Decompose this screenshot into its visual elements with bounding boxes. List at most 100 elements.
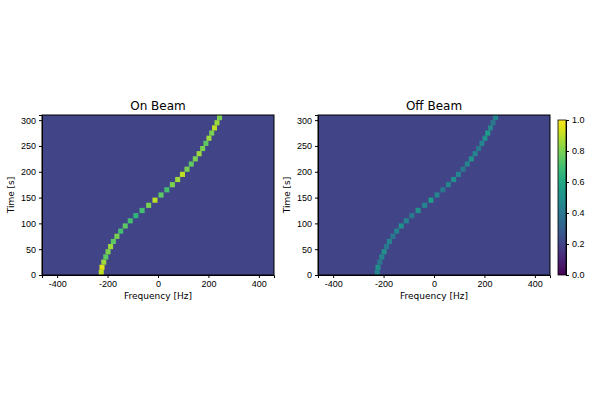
- heat-cell: [375, 270, 380, 275]
- tick: 300: [21, 116, 42, 126]
- heat-cell: [180, 172, 185, 177]
- tick-label: -200: [99, 279, 117, 289]
- heat-cell: [99, 270, 104, 275]
- tick-label: 100: [21, 219, 36, 229]
- tick-label: 150: [297, 193, 312, 203]
- heat-cell: [118, 229, 123, 234]
- heat-cell: [106, 249, 111, 254]
- heat-cell: [114, 234, 119, 239]
- heat-cell: [473, 151, 478, 156]
- tick: 0.8: [566, 146, 585, 156]
- tick-mark: [484, 275, 485, 278]
- tick: 200: [297, 167, 318, 177]
- tick-label: 200: [21, 167, 36, 177]
- tick: 150: [21, 193, 42, 203]
- heat-cell: [111, 239, 116, 244]
- heat-cell: [379, 254, 384, 259]
- tick: 50: [26, 245, 42, 255]
- heat-cell: [469, 156, 474, 161]
- heat-cell: [488, 125, 493, 130]
- colorbar: 0.00.20.40.60.81.0: [558, 115, 585, 280]
- axis-line: [315, 116, 319, 276]
- heat-cell: [399, 223, 404, 228]
- tick: 0: [432, 275, 437, 289]
- tick: 0: [156, 275, 161, 289]
- heat-cell: [428, 198, 433, 203]
- tick: 100: [21, 219, 42, 229]
- tick-mark: [39, 198, 42, 199]
- tick-label: 200: [477, 279, 492, 289]
- x-axis-title: Frequency [Hz]: [124, 291, 192, 301]
- tick-mark: [566, 244, 569, 245]
- heat-cell: [435, 192, 440, 197]
- heat-cell: [133, 213, 138, 218]
- heat-cell: [170, 182, 175, 187]
- tick-mark: [158, 275, 159, 278]
- heat-cell: [482, 136, 487, 141]
- y-axis-title: Time [s]: [282, 177, 292, 215]
- tick-mark: [566, 182, 569, 183]
- heat-cell: [490, 120, 495, 125]
- heat-cell: [128, 218, 133, 223]
- heat-cell: [203, 141, 208, 146]
- tick: 250: [21, 141, 42, 151]
- background-level: [42, 115, 274, 275]
- tick-mark: [39, 275, 42, 276]
- tick-mark: [39, 223, 42, 224]
- tick-label: 400: [252, 279, 267, 289]
- tick-label: 0: [432, 279, 437, 289]
- tick: 250: [297, 141, 318, 151]
- tick-mark: [566, 213, 569, 214]
- heat-cell: [479, 141, 484, 146]
- heat-cell: [200, 146, 205, 151]
- heat-cell: [209, 130, 214, 135]
- heat-cell: [390, 234, 395, 239]
- tick-mark: [434, 275, 435, 278]
- tick-mark: [566, 151, 569, 152]
- background-level: [318, 115, 550, 275]
- heat-cell: [456, 172, 461, 177]
- tick: 0.2: [566, 239, 585, 249]
- plot-area: [318, 115, 550, 275]
- heat-cell: [101, 260, 106, 265]
- heat-cell: [394, 229, 399, 234]
- tick: 400: [528, 275, 543, 289]
- tick-mark: [315, 146, 318, 147]
- heat-cell: [108, 244, 113, 249]
- heat-cell: [206, 136, 211, 141]
- tick: 200: [21, 167, 42, 177]
- plot-area: [42, 115, 274, 275]
- tick-label: 0.6: [572, 177, 585, 187]
- tick: 300: [297, 116, 318, 126]
- x-axis-title: Frequency [Hz]: [400, 291, 468, 301]
- tick-mark: [566, 120, 569, 121]
- y-axis: 0 50 100 150 200 250 300: [21, 116, 43, 281]
- heat-cell: [451, 177, 456, 182]
- heat-cell: [197, 151, 202, 156]
- tick: 400: [252, 275, 267, 289]
- tick-label: 250: [297, 141, 312, 151]
- tick-label: 200: [297, 167, 312, 177]
- heat-cell: [375, 265, 380, 270]
- x-axis: -400 -200 0 200 400: [319, 275, 551, 289]
- tick-mark: [108, 275, 109, 278]
- tick-mark: [39, 249, 42, 250]
- tick-label: -200: [375, 279, 393, 289]
- plot-frame: [42, 115, 274, 275]
- tick: -400: [325, 275, 343, 289]
- heat-cell: [99, 265, 104, 270]
- heat-cell: [159, 192, 164, 197]
- tick-mark: [39, 172, 42, 173]
- heat-cell: [446, 182, 451, 187]
- tick-label: 0: [307, 270, 312, 280]
- tick: 200: [477, 275, 492, 289]
- tick-mark: [333, 275, 334, 278]
- tick-mark: [315, 172, 318, 173]
- heat-cell: [103, 254, 108, 259]
- tick-label: 1.0: [572, 115, 585, 125]
- tick-label: 0: [31, 270, 36, 280]
- tick-mark: [39, 146, 42, 147]
- heat-cell: [422, 203, 427, 208]
- tick: -200: [99, 275, 117, 289]
- tick-mark: [384, 275, 385, 278]
